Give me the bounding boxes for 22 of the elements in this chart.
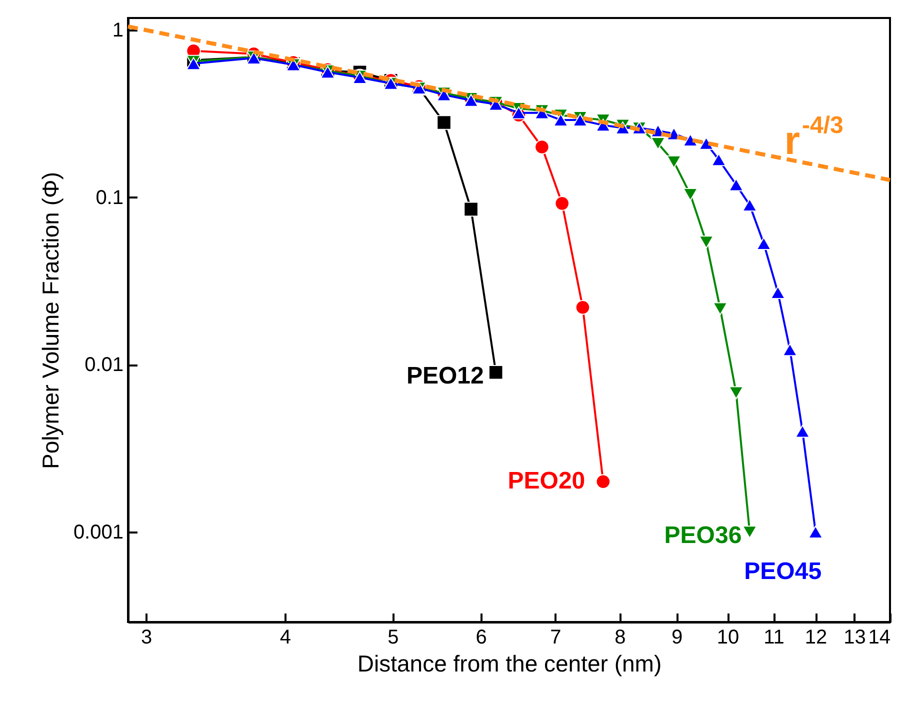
x-tick-label: 5	[388, 626, 399, 648]
x-axis-title: Distance from the center (nm)	[357, 650, 662, 676]
y-tick-label: 0.01	[84, 354, 124, 376]
y-tick-label: 1	[112, 20, 124, 42]
x-tick-label: 7	[550, 626, 562, 648]
y-tick-label: 0.001	[73, 522, 124, 544]
x-tick-label: 3	[140, 626, 152, 648]
x-tick-label: 6	[476, 626, 487, 648]
series-label: PEO20	[508, 468, 586, 495]
series-label: PEO12	[406, 362, 484, 390]
x-tick-label: 4	[280, 626, 292, 648]
y-axis-title: Polymer Volume Fraction (Φ)	[37, 172, 64, 469]
x-tick-label: 8	[614, 626, 626, 648]
x-tick-label: 11	[764, 626, 784, 648]
series-label: PEO45	[744, 558, 822, 586]
x-tick-label: 13	[844, 626, 866, 648]
y-tick-label: 0.1	[96, 186, 124, 209]
x-tick-label: 14	[868, 626, 890, 648]
x-tick-label: 10	[716, 626, 740, 648]
x-tick-label: 12	[804, 626, 828, 648]
series-label: PEO36	[664, 522, 742, 550]
x-tick-label: 9	[672, 626, 683, 648]
